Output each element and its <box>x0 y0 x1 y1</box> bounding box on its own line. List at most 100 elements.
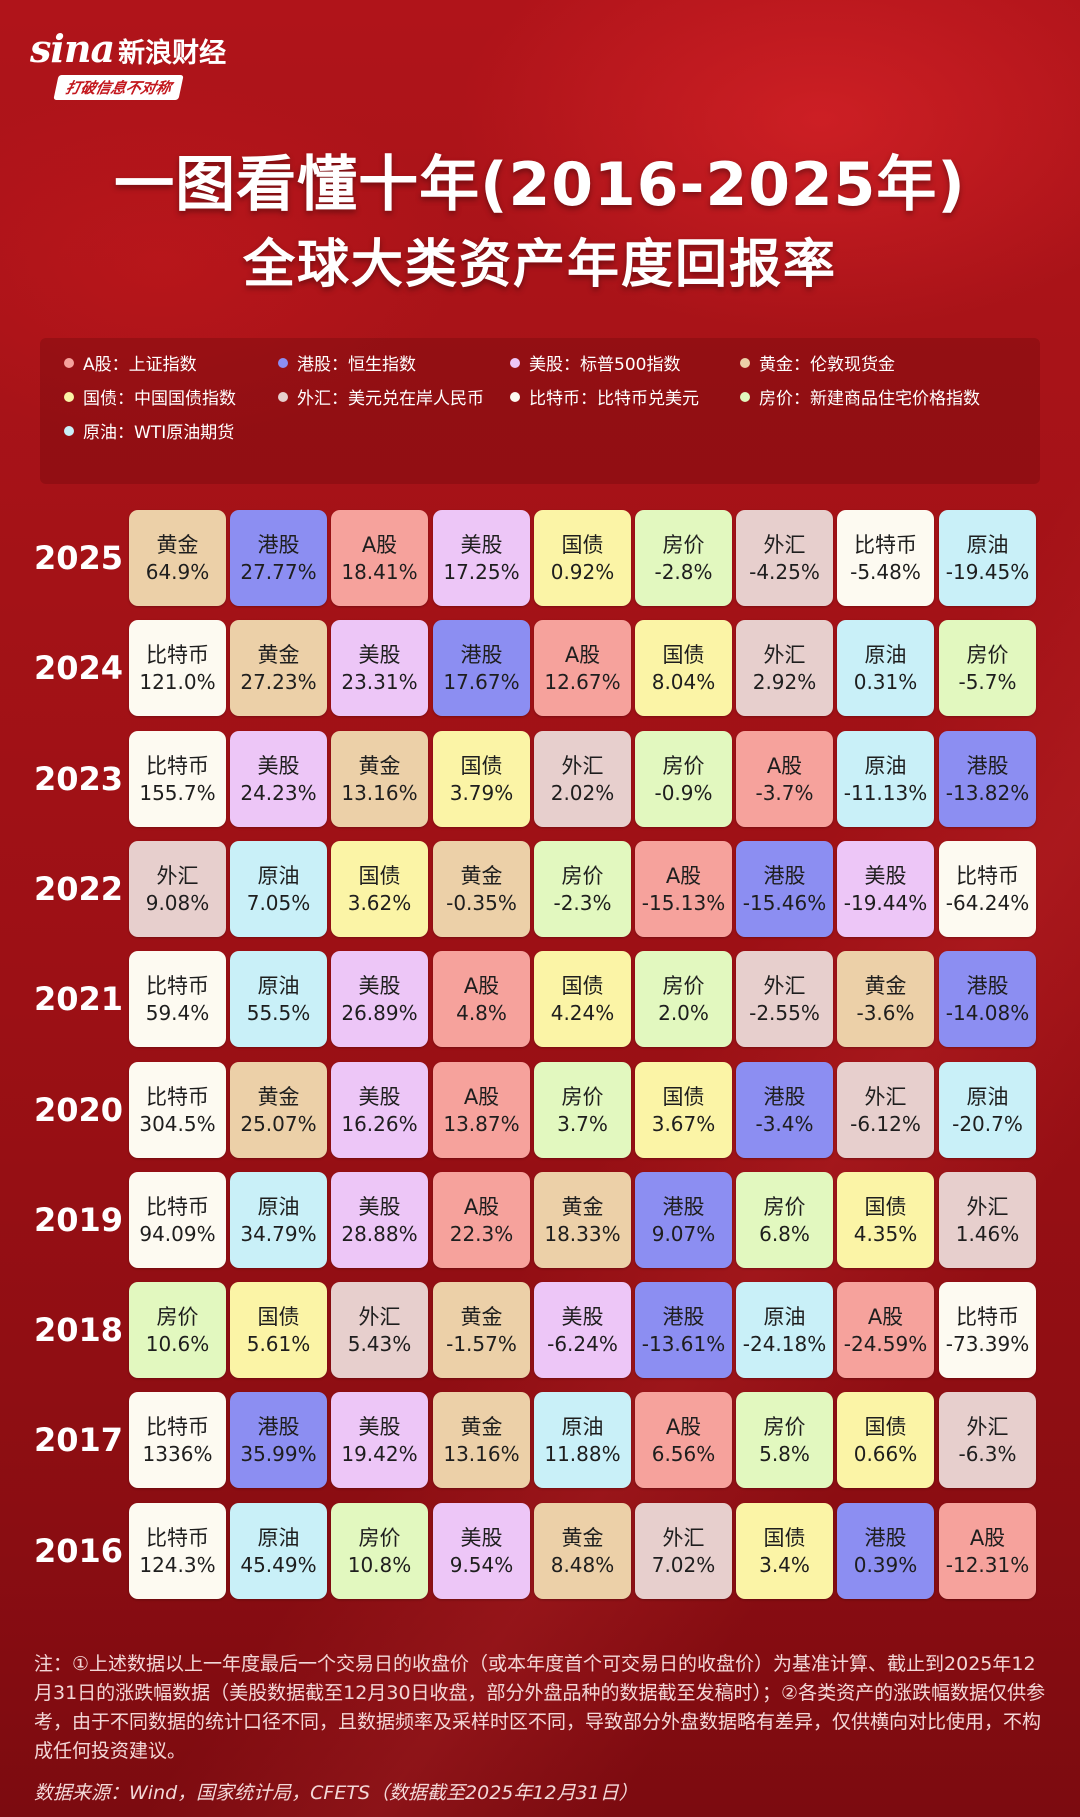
asset-name: 比特币 <box>854 533 917 557</box>
asset-name: 原油 <box>763 1305 806 1329</box>
asset-name: 美股 <box>358 1195 401 1219</box>
asset-name: 外汇 <box>966 1195 1009 1219</box>
return-cell: 国债 0.92% <box>534 510 631 606</box>
return-cell: 原油 34.79% <box>230 1172 327 1268</box>
return-cell: A股 18.41% <box>331 510 428 606</box>
asset-name: 美股 <box>257 754 300 778</box>
return-value: 28.88% <box>341 1222 418 1246</box>
legend-label: 美股：标普500指数 <box>529 355 681 375</box>
return-cell: 黄金 13.16% <box>331 731 428 827</box>
return-cell: 外汇 1.46% <box>939 1172 1036 1268</box>
return-value: 0.39% <box>853 1553 918 1577</box>
asset-name: A股 <box>463 1195 500 1219</box>
asset-name: 港股 <box>257 533 300 557</box>
return-cell: 美股 24.23% <box>230 731 327 827</box>
year-label: 2022 <box>34 870 124 908</box>
return-cell: 港股 27.77% <box>230 510 327 606</box>
return-value: 3.67% <box>651 1112 716 1136</box>
asset-name: 房价 <box>763 1415 806 1439</box>
return-cell: A股 4.8% <box>433 951 530 1047</box>
return-value: -14.08% <box>945 1001 1030 1025</box>
asset-name: 美股 <box>561 1305 604 1329</box>
asset-name: A股 <box>766 754 803 778</box>
return-value: -5.7% <box>958 670 1017 694</box>
return-value: 17.67% <box>443 670 520 694</box>
asset-name: 外汇 <box>358 1305 401 1329</box>
return-value: 25.07% <box>240 1112 317 1136</box>
legend-dot-icon <box>740 391 750 402</box>
return-value: 4.35% <box>853 1222 918 1246</box>
return-cell: 房价 -0.9% <box>635 731 732 827</box>
return-value: 10.6% <box>145 1332 210 1356</box>
return-value: 4.24% <box>550 1001 615 1025</box>
legend-label: 港股：恒生指数 <box>297 355 416 375</box>
return-cell: 外汇 2.92% <box>736 620 833 716</box>
return-cell: 原油 -11.13% <box>837 731 934 827</box>
return-cell: 美股 17.25% <box>433 510 530 606</box>
return-cell: 比特币 124.3% <box>129 1503 226 1599</box>
return-value: -20.7% <box>952 1112 1023 1136</box>
return-cell: 美股 19.42% <box>331 1392 428 1488</box>
return-cell: 比特币 155.7% <box>129 731 226 827</box>
return-cell: 港股 9.07% <box>635 1172 732 1268</box>
return-value: 22.3% <box>449 1222 514 1246</box>
legend-item: 港股：恒生指数 <box>278 350 416 375</box>
return-cell: 国债 4.35% <box>837 1172 934 1268</box>
return-value: 5.43% <box>347 1332 412 1356</box>
year-label: 2023 <box>34 760 124 798</box>
return-cell: 美股 28.88% <box>331 1172 428 1268</box>
asset-name: 原油 <box>864 643 907 667</box>
asset-name: 黄金 <box>460 1415 503 1439</box>
asset-name: 原油 <box>966 1085 1009 1109</box>
return-value: 0.31% <box>853 670 918 694</box>
return-value: -73.39% <box>945 1332 1030 1356</box>
asset-name: 黄金 <box>257 643 300 667</box>
return-value: 94.09% <box>139 1222 216 1246</box>
year-label: 2019 <box>34 1201 124 1239</box>
return-cell: 比特币 -5.48% <box>837 510 934 606</box>
return-cell: 房价 -2.3% <box>534 841 631 937</box>
return-value: -2.55% <box>749 1001 820 1025</box>
return-value: 23.31% <box>341 670 418 694</box>
return-value: -15.46% <box>742 891 827 915</box>
asset-name: 外汇 <box>763 643 806 667</box>
return-value: 18.41% <box>341 560 418 584</box>
return-value: -13.61% <box>641 1332 726 1356</box>
asset-name: 港股 <box>966 754 1009 778</box>
legend-item: 黄金：伦敦现货金 <box>740 350 895 375</box>
return-value: 10.8% <box>347 1553 412 1577</box>
legend-label: 国债：中国国债指数 <box>83 389 236 409</box>
asset-name: A股 <box>564 643 601 667</box>
return-value: -24.59% <box>843 1332 928 1356</box>
return-value: 9.54% <box>449 1553 514 1577</box>
return-cell: 外汇 -6.12% <box>837 1062 934 1158</box>
return-cell: A股 13.87% <box>433 1062 530 1158</box>
asset-name: 国债 <box>662 643 705 667</box>
return-cell: 国债 5.61% <box>230 1282 327 1378</box>
asset-name: A股 <box>867 1305 904 1329</box>
legend-dot-icon <box>278 357 288 368</box>
return-cell: 黄金 18.33% <box>534 1172 631 1268</box>
return-cell: 港股 -3.4% <box>736 1062 833 1158</box>
return-cell: 原油 0.31% <box>837 620 934 716</box>
asset-name: 国债 <box>460 754 503 778</box>
return-value: -6.3% <box>958 1442 1017 1466</box>
return-value: 64.9% <box>145 560 210 584</box>
return-value: 35.99% <box>240 1442 317 1466</box>
legend-item: 比特币：比特币兑美元 <box>510 384 699 409</box>
asset-name: 外汇 <box>561 754 604 778</box>
asset-name: 美股 <box>358 1415 401 1439</box>
return-value: 124.3% <box>139 1553 216 1577</box>
return-cell: A股 -12.31% <box>939 1503 1036 1599</box>
return-cell: 美股 -19.44% <box>837 841 934 937</box>
asset-name: 比特币 <box>956 1305 1019 1329</box>
year-label: 2024 <box>34 649 124 687</box>
return-value: 16.26% <box>341 1112 418 1136</box>
asset-name: 房价 <box>561 1085 604 1109</box>
return-value: 13.87% <box>443 1112 520 1136</box>
asset-name: 港股 <box>763 1085 806 1109</box>
return-cell: 港股 -13.61% <box>635 1282 732 1378</box>
return-cell: A股 -24.59% <box>837 1282 934 1378</box>
asset-name: 国债 <box>257 1305 300 1329</box>
